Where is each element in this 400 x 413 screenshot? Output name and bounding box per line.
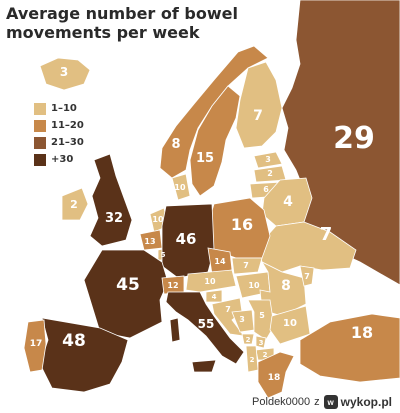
- value-label-czechia: 14: [214, 257, 226, 266]
- region-greece[interactable]: [257, 351, 295, 399]
- value-label-kosovo: 3: [259, 339, 264, 347]
- region-montenegro[interactable]: [241, 333, 255, 345]
- value-label-hungary: 10: [248, 281, 260, 290]
- region-sweden[interactable]: [189, 85, 241, 197]
- watermark-site: wykop.pl: [340, 395, 392, 409]
- legend-swatch: [34, 136, 46, 149]
- value-label-belgium: 13: [144, 237, 155, 246]
- region-france[interactable]: [83, 249, 169, 339]
- watermark-author: Poldek0000: [252, 396, 311, 408]
- value-label-slovakia: 7: [243, 261, 249, 270]
- value-label-greece: 18: [268, 373, 281, 383]
- legend-item: 1–10: [34, 100, 84, 117]
- region-italy[interactable]: [165, 291, 245, 373]
- value-label-netherlands: 10: [152, 215, 164, 224]
- value-label-norway: 8: [171, 137, 180, 152]
- map-title: Average number of bowel movements per we…: [6, 4, 238, 42]
- value-label-albania: 2: [250, 356, 255, 364]
- region-estonia[interactable]: [253, 151, 283, 169]
- region-denmark[interactable]: [171, 173, 191, 201]
- value-label-denmark: 10: [174, 183, 186, 192]
- watermark-connector: z: [314, 396, 320, 408]
- value-label-ireland: 2: [70, 198, 78, 211]
- value-label-bosnia: 3: [239, 315, 245, 324]
- region-iceland[interactable]: [39, 57, 91, 91]
- value-label-romania: 8: [281, 278, 291, 294]
- value-label-estonia: 3: [265, 155, 271, 164]
- title-line-1: Average number of bowel: [6, 4, 238, 23]
- region-moldova[interactable]: [299, 265, 315, 287]
- title-line-2: movements per week: [6, 23, 200, 42]
- value-label-italy: 55: [198, 317, 215, 331]
- legend-item: 21–30: [34, 134, 84, 151]
- value-label-turkey: 18: [351, 323, 373, 342]
- value-label-bulgaria: 10: [283, 318, 297, 329]
- region-turkey[interactable]: [299, 313, 400, 383]
- region-portugal[interactable]: [23, 319, 47, 373]
- value-label-portugal: 17: [30, 339, 43, 349]
- legend: 1–10 11–20 21–30 +30: [34, 100, 84, 168]
- value-label-belarus: 4: [283, 194, 293, 210]
- region-uk[interactable]: [89, 153, 133, 247]
- legend-label: +30: [51, 154, 74, 165]
- value-label-serbia: 5: [259, 311, 265, 320]
- value-label-finland: 7: [253, 108, 263, 124]
- region-austria[interactable]: [185, 269, 237, 293]
- value-label-germany: 46: [176, 230, 197, 248]
- region-ireland[interactable]: [61, 187, 89, 221]
- value-label-france: 45: [116, 275, 140, 295]
- value-label-croatia: 7: [225, 305, 231, 314]
- legend-swatch: [34, 153, 46, 166]
- value-label-united-kingdom: 32: [105, 211, 123, 226]
- legend-swatch: [34, 119, 46, 132]
- watermark: Poldek0000 z w wykop.pl: [252, 395, 392, 409]
- value-label-luxembourg: 5: [161, 251, 166, 259]
- legend-item: 11–20: [34, 117, 84, 134]
- region-finland[interactable]: [235, 61, 283, 149]
- value-label-iceland: 3: [60, 65, 68, 79]
- value-label-sweden: 15: [196, 151, 214, 166]
- region-slovakia[interactable]: [231, 257, 263, 275]
- value-label-lithuania: 6: [263, 185, 269, 194]
- legend-label: 21–30: [51, 137, 84, 148]
- legend-item: +30: [34, 151, 84, 168]
- value-label-austria: 10: [204, 277, 216, 286]
- region-bulgaria[interactable]: [269, 305, 311, 345]
- region-kosovo[interactable]: [255, 335, 267, 349]
- value-label-russia: 29: [333, 121, 375, 156]
- value-label-ukraine: 7: [320, 224, 333, 245]
- legend-label: 11–20: [51, 120, 84, 131]
- value-label-slovenia: 4: [212, 293, 217, 301]
- value-label-spain: 48: [62, 331, 86, 351]
- wykop-logo-icon: w: [323, 395, 338, 409]
- legend-label: 1–10: [51, 103, 77, 114]
- region-norway[interactable]: [159, 45, 269, 179]
- value-label-poland: 16: [231, 215, 253, 234]
- legend-swatch: [34, 102, 46, 115]
- value-label-montenegro: 2: [246, 336, 251, 344]
- value-label-latvia: 2: [267, 169, 273, 178]
- value-label-moldova: 7: [304, 272, 310, 281]
- value-label-north-macedonia: 2: [263, 351, 268, 359]
- region-sardinia[interactable]: [169, 317, 181, 343]
- value-label-switzerland: 12: [167, 281, 178, 290]
